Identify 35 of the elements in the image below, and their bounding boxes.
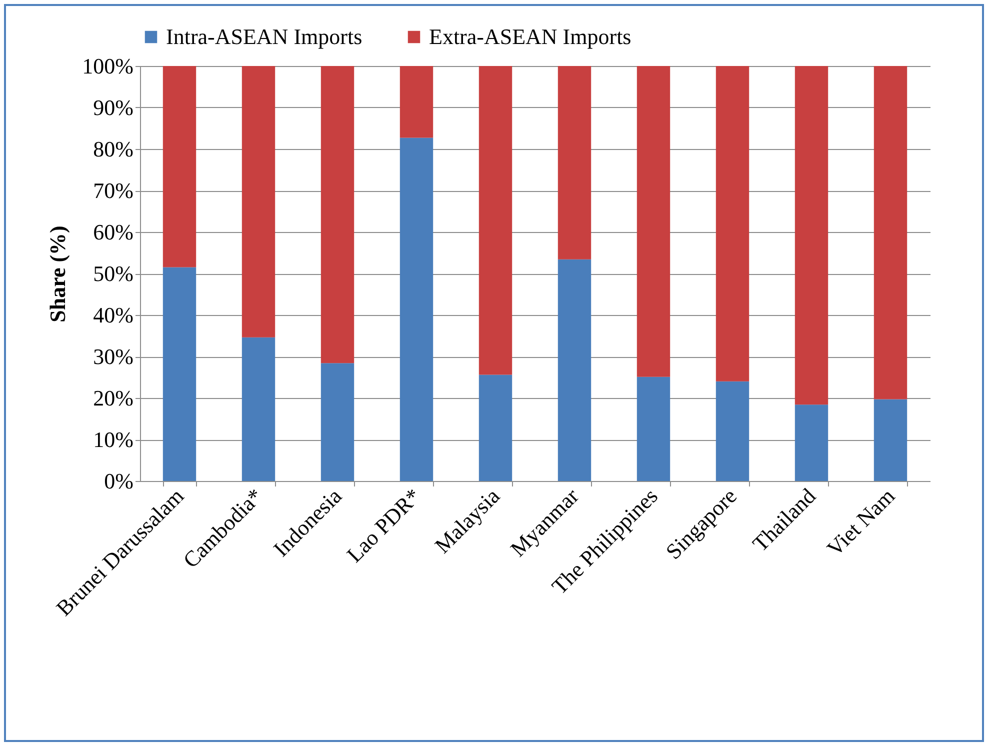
bar bbox=[162, 66, 196, 268]
y-axis-title: Share (%) bbox=[45, 226, 70, 322]
y-tick-label: 30% bbox=[93, 344, 134, 369]
bar bbox=[320, 66, 354, 364]
y-tick-label: 100% bbox=[82, 54, 134, 78]
bar bbox=[874, 399, 908, 481]
y-tick-label: 90% bbox=[93, 95, 134, 120]
bar bbox=[478, 374, 512, 481]
bar bbox=[558, 259, 592, 481]
bar bbox=[558, 66, 592, 260]
bar bbox=[794, 404, 828, 481]
bar bbox=[636, 66, 670, 377]
legend-label: Intra-ASEAN Imports bbox=[166, 24, 362, 49]
bar bbox=[400, 66, 434, 138]
y-tick-label: 80% bbox=[93, 136, 134, 162]
y-tick-label: 70% bbox=[93, 178, 134, 203]
bar bbox=[320, 363, 354, 481]
bar bbox=[242, 337, 276, 481]
bar bbox=[242, 66, 276, 338]
x-tick-label: Viet Nam bbox=[822, 483, 900, 561]
y-tick-label: 40% bbox=[93, 302, 134, 328]
bar bbox=[636, 376, 670, 481]
y-tick-label: 20% bbox=[93, 386, 134, 410]
bar bbox=[716, 381, 750, 481]
y-tick-label: 60% bbox=[93, 220, 134, 244]
y-tick-label: 10% bbox=[93, 427, 134, 452]
y-tick-label: 0% bbox=[104, 468, 134, 494]
bar bbox=[162, 267, 196, 481]
y-tick-label: 50% bbox=[93, 261, 134, 286]
bar bbox=[400, 138, 434, 481]
bar bbox=[794, 66, 828, 405]
legend-label: Extra-ASEAN Imports bbox=[429, 24, 632, 49]
bar bbox=[874, 66, 908, 400]
bar bbox=[478, 66, 512, 375]
bar bbox=[716, 66, 750, 382]
